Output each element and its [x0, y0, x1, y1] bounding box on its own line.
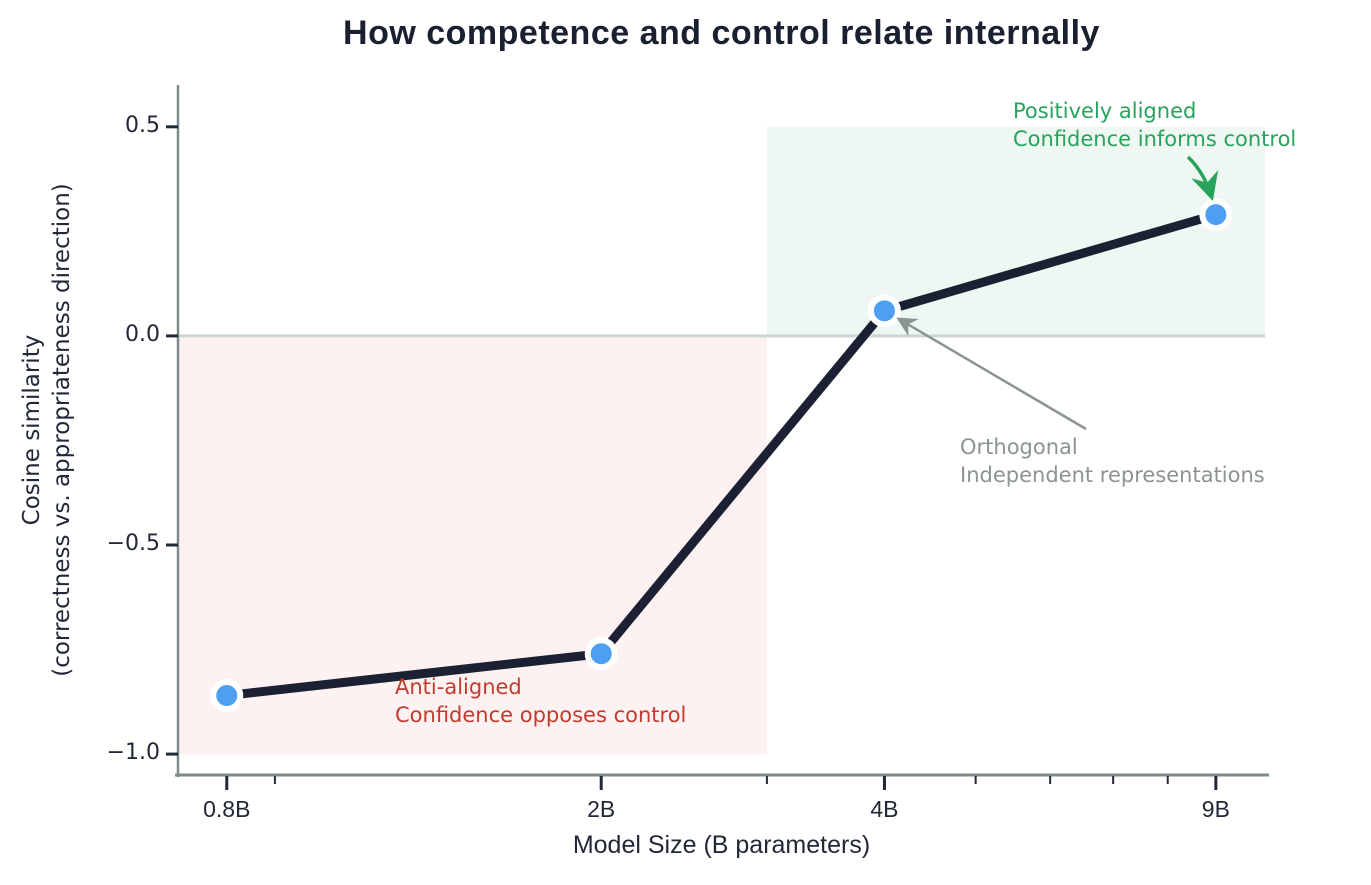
y-tick-label: −0.5: [106, 531, 160, 556]
annotation-anti-aligned: Anti-aligned Confidence opposes control: [395, 673, 686, 729]
annotation-anti-aligned-line1: Anti-aligned: [395, 675, 522, 699]
annotation-positively-aligned-line2: Confidence informs control: [1013, 127, 1297, 151]
data-point-4B: [867, 294, 901, 328]
y-tick-label: 0.0: [125, 321, 160, 347]
annotation-orthogonal-line1: Orthogonal: [960, 435, 1078, 459]
y-axis-label-line2: (correctness vs. appropriateness directi…: [49, 183, 75, 677]
y-tick-label: 0.5: [125, 112, 160, 138]
x-tick-label: 9B: [1201, 796, 1230, 822]
annotation-orthogonal: Orthogonal Independent representations: [960, 433, 1265, 489]
x-tick-label: 2B: [587, 796, 616, 822]
data-point-2B: [584, 637, 618, 671]
chart-title: How competence and control relate intern…: [343, 14, 1100, 52]
data-point-9B: [1199, 198, 1233, 232]
x-tick-label: 4B: [870, 796, 899, 822]
y-axis-label-line1: Cosine similarity: [19, 334, 45, 526]
annotation-orthogonal-line2: Independent representations: [960, 463, 1265, 487]
region-positively-aligned-zone: [766, 126, 1265, 336]
arrow-orthogonal: [896, 317, 1087, 431]
y-axis-label: Cosine similarity (correctness vs. appro…: [17, 183, 77, 677]
x-axis-label: Model Size (B parameters): [572, 831, 871, 859]
annotation-anti-aligned-line2: Confidence opposes control: [395, 703, 687, 727]
annotation-positively-aligned: Positively aligned Confidence informs co…: [1013, 97, 1296, 153]
annotation-positively-aligned-line1: Positively aligned: [1013, 99, 1197, 123]
x-tick-label: 0.8B: [203, 796, 251, 822]
region-anti-aligned-zone: [178, 335, 767, 755]
y-tick-label: −1.0: [106, 740, 160, 766]
data-line: [226, 210, 1218, 701]
data-point-0.8B: [210, 679, 244, 713]
arrow-positively-aligned: [1186, 155, 1219, 201]
